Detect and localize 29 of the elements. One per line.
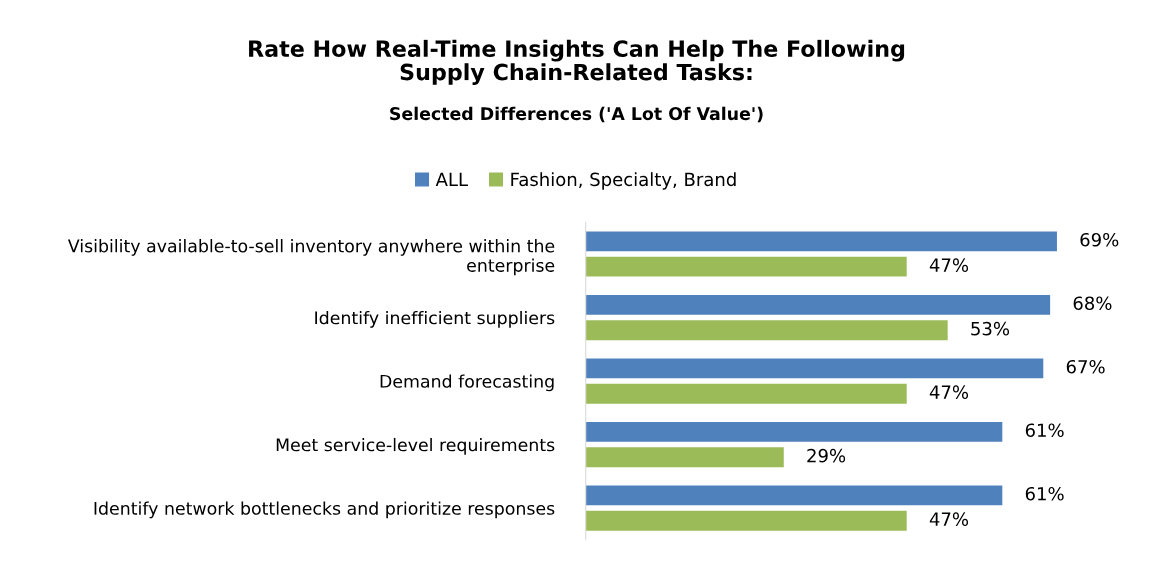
data-label: 68% <box>1073 296 1112 311</box>
data-label: 67% <box>1066 359 1105 374</box>
legend-label: ALL <box>435 172 468 186</box>
bar <box>585 447 784 468</box>
bar <box>585 358 1044 379</box>
bar <box>585 256 907 277</box>
legend-label: Fashion, Specialty, Brand <box>511 172 736 190</box>
y-tick-label: Visibility available-to-sell inventory anywhere within the enterprise <box>67 239 555 276</box>
data-label: 29% <box>807 448 846 463</box>
data-label: 69% <box>1080 232 1119 247</box>
data-label: 53% <box>971 321 1010 336</box>
y-tick-label: Meet service-level requirements <box>276 437 555 455</box>
y-tick-label: Identify network bottlenecks and prioritize responses <box>94 501 555 519</box>
bar <box>585 421 1003 442</box>
bar <box>585 383 907 404</box>
chart-subtitle: Selected Differences ('A Lot Of Value') <box>390 106 763 123</box>
bar <box>585 510 907 531</box>
data-label: 61% <box>1025 486 1064 501</box>
data-label: 61% <box>1025 423 1064 438</box>
data-label: 47% <box>929 385 969 399</box>
data-label: 47% <box>929 258 969 272</box>
bar <box>585 485 1003 506</box>
chart-title: Rate How Real-Time Insights Can Help The Following Supply Chain-Related Tasks: <box>249 39 905 85</box>
y-tick-label: Identify inefficient suppliers <box>315 310 555 328</box>
bar <box>585 231 1057 252</box>
bar <box>585 294 1051 315</box>
y-tick-label: Demand forecasting <box>380 374 554 392</box>
data-label: 47% <box>929 512 969 526</box>
bar <box>585 320 948 341</box>
